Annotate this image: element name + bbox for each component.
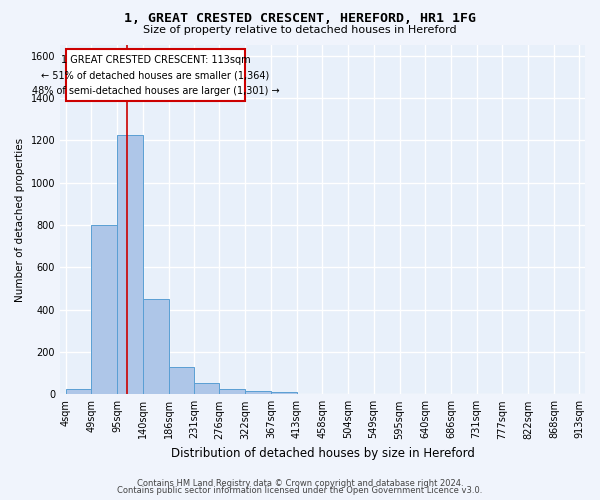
Y-axis label: Number of detached properties: Number of detached properties (15, 138, 25, 302)
Text: Contains HM Land Registry data © Crown copyright and database right 2024.: Contains HM Land Registry data © Crown c… (137, 478, 463, 488)
Bar (117, 135, 143, 394)
Text: Size of property relative to detached houses in Hereford: Size of property relative to detached ho… (143, 25, 457, 35)
Bar (194, 382, 220, 394)
Bar (91, 225, 117, 394)
Text: ← 51% of detached houses are smaller (1,364): ← 51% of detached houses are smaller (1,… (41, 71, 269, 81)
Bar (143, 299, 169, 394)
FancyBboxPatch shape (65, 49, 245, 101)
Text: Contains public sector information licensed under the Open Government Licence v3: Contains public sector information licen… (118, 486, 482, 495)
Bar (271, 392, 297, 394)
Bar (169, 367, 194, 394)
Bar (65, 389, 91, 394)
X-axis label: Distribution of detached houses by size in Hereford: Distribution of detached houses by size … (170, 447, 475, 460)
Bar (220, 389, 245, 394)
Bar (245, 391, 271, 394)
Text: 1, GREAT CRESTED CRESCENT, HEREFORD, HR1 1FG: 1, GREAT CRESTED CRESCENT, HEREFORD, HR1… (124, 12, 476, 26)
Text: 1 GREAT CRESTED CRESCENT: 113sqm: 1 GREAT CRESTED CRESCENT: 113sqm (61, 54, 250, 64)
Text: 48% of semi-detached houses are larger (1,301) →: 48% of semi-detached houses are larger (… (32, 86, 280, 97)
